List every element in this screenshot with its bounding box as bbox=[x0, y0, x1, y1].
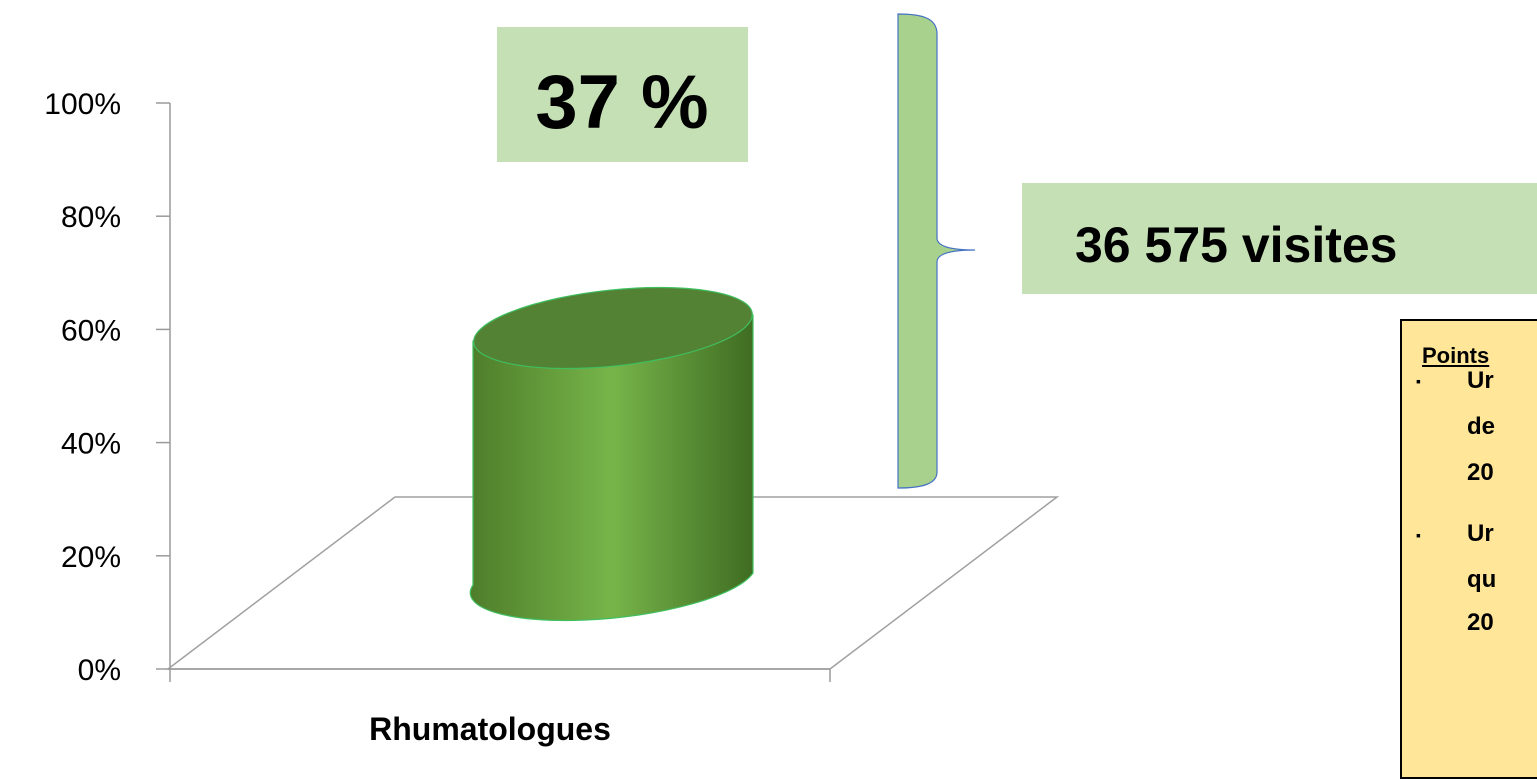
y-tick-label: 0% bbox=[78, 654, 121, 687]
bar-rhumatologues bbox=[469, 314, 754, 622]
note-fragment: 20 bbox=[1467, 459, 1494, 486]
bullet-icon: ▪ bbox=[1416, 527, 1421, 543]
value-label-box bbox=[497, 27, 748, 162]
y-tick-label: 100% bbox=[44, 88, 121, 121]
note-fragment: Ur bbox=[1467, 520, 1494, 547]
value-label: 37 % bbox=[535, 60, 708, 145]
y-tick-label: 80% bbox=[61, 201, 121, 234]
category-label: Rhumatologues bbox=[369, 711, 611, 747]
y-tick-label: 20% bbox=[61, 541, 121, 574]
brace-icon bbox=[897, 13, 976, 489]
chart: 0% 20% 40% 60% 80% 100% Rhumatologues 37 % 36… bbox=[44, 13, 1537, 747]
note-fragment: 20 bbox=[1467, 609, 1494, 636]
bullet-icon: ▪ bbox=[1416, 373, 1421, 389]
points-title: Points bbox=[1422, 343, 1490, 368]
visits-label-box bbox=[1022, 183, 1537, 294]
note-fragment: Ur bbox=[1467, 367, 1494, 394]
y-tick-label: 40% bbox=[61, 428, 121, 461]
y-tick-label: 60% bbox=[61, 314, 121, 347]
note-fragment: de bbox=[1467, 413, 1496, 440]
visits-label: 36 575 visites bbox=[1075, 217, 1398, 273]
bar-top bbox=[473, 286, 753, 370]
note-fragment: qu bbox=[1467, 566, 1497, 593]
points-note-box: Points ▪ Ur de 20 ▪ Ur qu 20 bbox=[1400, 319, 1537, 779]
